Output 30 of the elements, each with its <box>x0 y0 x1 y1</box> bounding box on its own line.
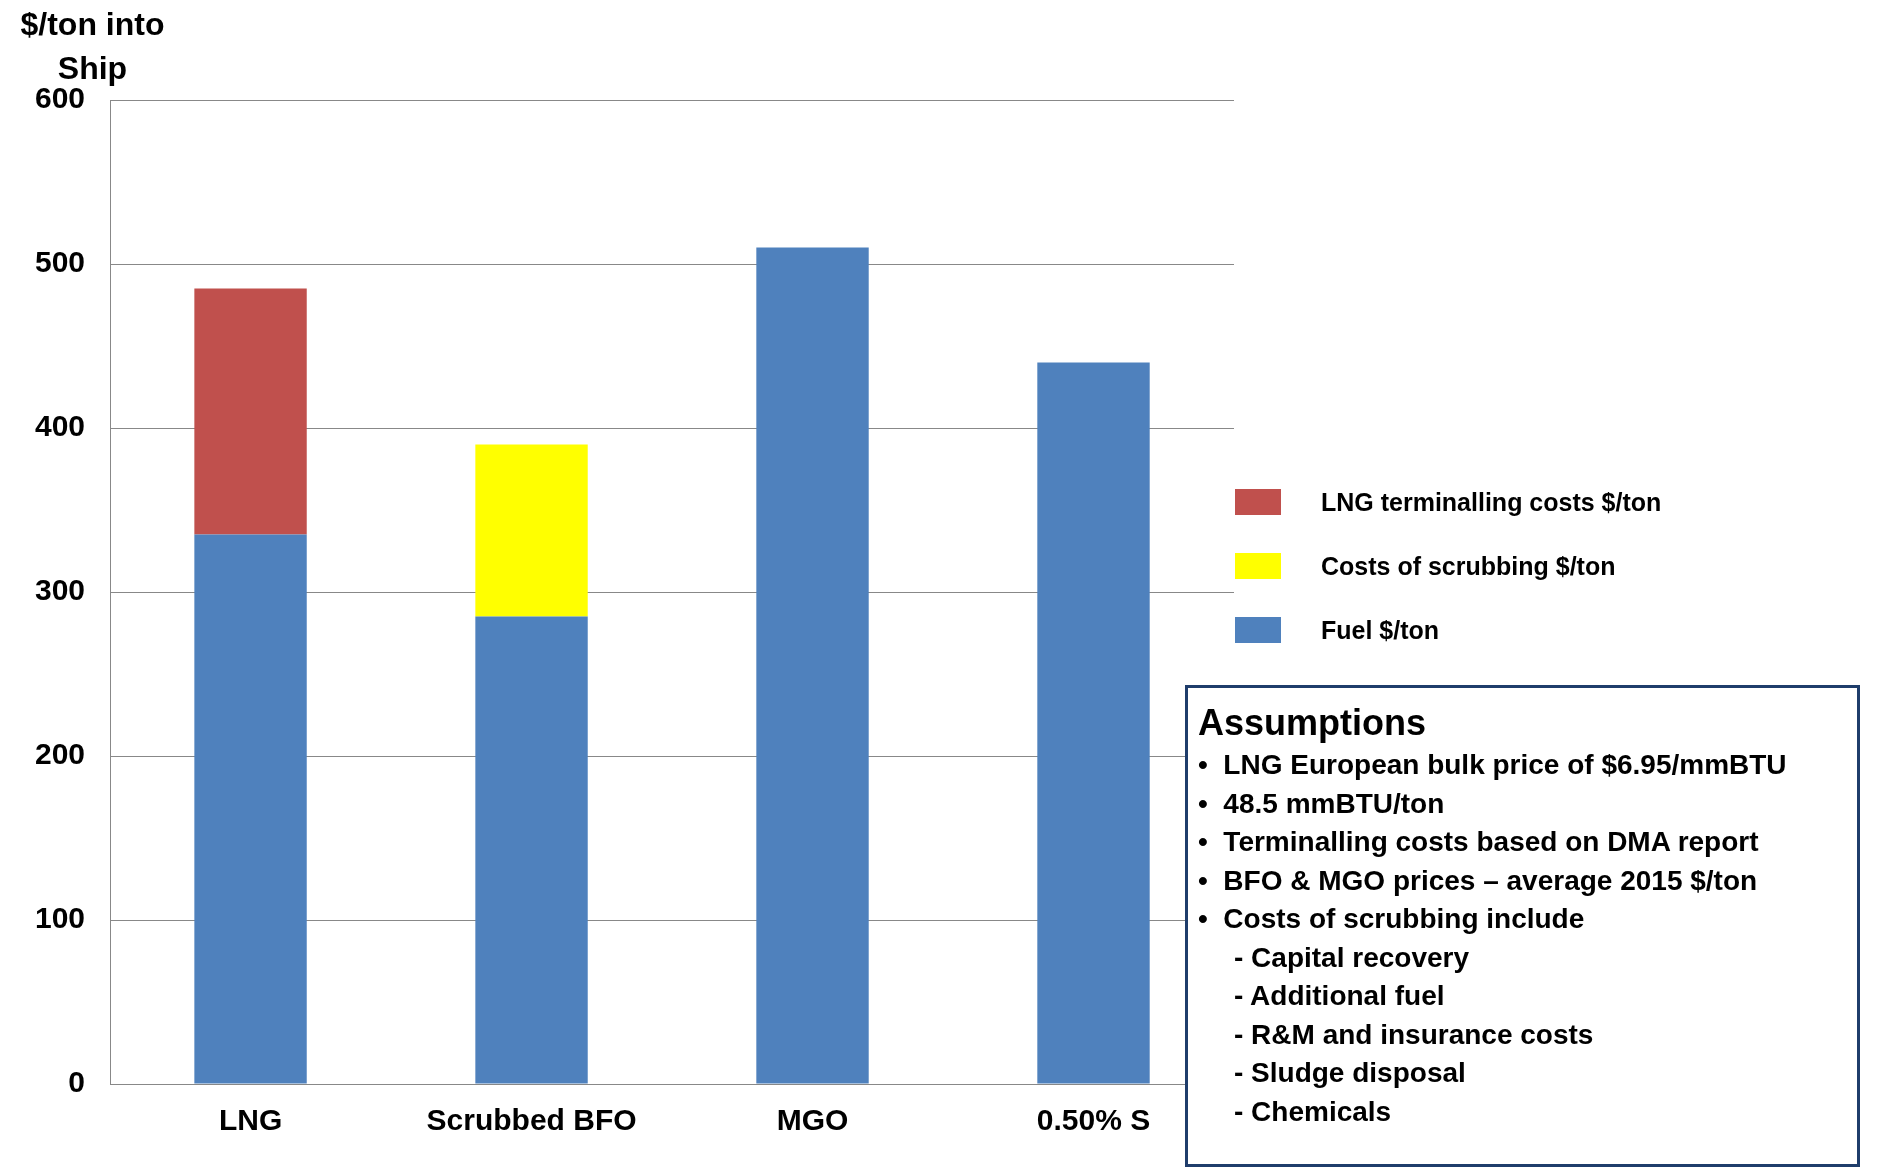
annotation: - R&M and insurance costs <box>1234 1018 1594 1050</box>
x-tick-label: 0.50% S <box>1036 1103 1151 1137</box>
x-tick-label: MGO <box>776 1103 849 1137</box>
x-tick-label: Scrubbed BFO <box>426 1103 637 1137</box>
bar <box>1037 362 1150 1084</box>
legend-label: LNG terminalling costs $/ton <box>1321 487 1662 517</box>
y-tick-label: 200 <box>34 737 86 771</box>
bar <box>194 534 307 1084</box>
annotation: • BFO & MGO prices – average 2015 $/ton <box>1198 864 1758 896</box>
text: - Chemicals <box>1234 1095 1392 1127</box>
annotation: - Sludge disposal <box>1234 1057 1466 1088</box>
y-tick-label: 300 <box>34 573 86 607</box>
legend-label: Fuel $/ton <box>1321 615 1440 645</box>
bar <box>756 247 869 1084</box>
y-tick-label: 100 <box>34 901 86 935</box>
bar <box>194 288 307 535</box>
x-tick-label: LNG <box>218 1103 283 1137</box>
annotation: • Costs of scrubbing include <box>1198 903 1585 934</box>
annotation: - Additional fuel <box>1234 980 1445 1011</box>
legend-label: Costs of scrubbing $/ton <box>1321 551 1616 581</box>
y-tick-label: 0 <box>68 1065 86 1099</box>
y-tick-label: 400 <box>34 409 86 443</box>
annotation: - Capital recovery <box>1234 941 1469 973</box>
annotation: • 48.5 mmBTU/ton <box>1198 787 1445 819</box>
annotation: • Terminalling costs based on DMA report <box>1198 826 1759 857</box>
bar <box>475 616 588 1084</box>
annotation: Assumptions <box>1198 702 1427 743</box>
bar <box>475 444 588 617</box>
y-tick-label: 500 <box>34 245 86 279</box>
annotation: • LNG European bulk price of $6.95/mmBTU <box>1198 749 1787 780</box>
